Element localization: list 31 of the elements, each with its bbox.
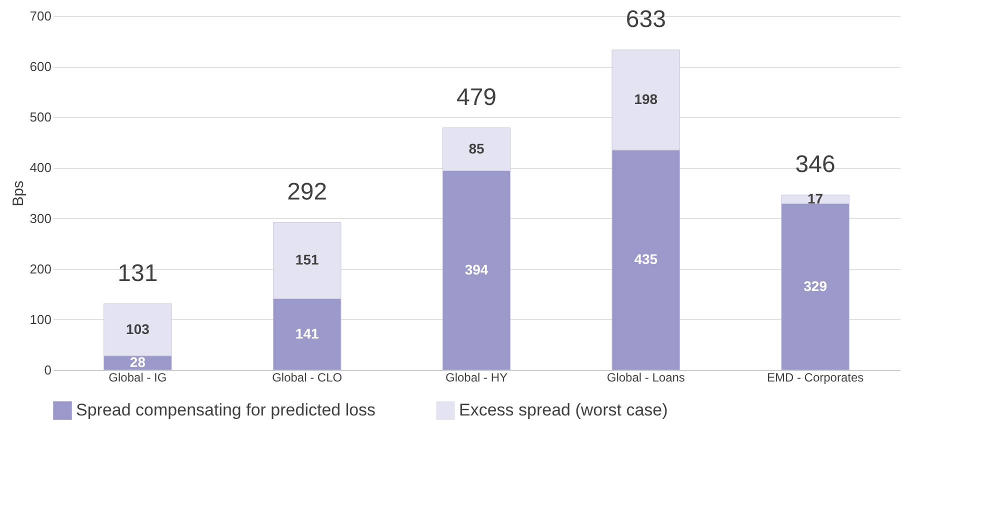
data-label: 141 xyxy=(295,325,319,342)
data-label: 103 xyxy=(126,320,150,337)
data-label: 198 xyxy=(634,90,658,107)
y-tick-label: 100 xyxy=(30,312,52,327)
y-tick-label: 700 xyxy=(30,8,52,24)
total-label: 346 xyxy=(795,151,836,178)
data-label: 435 xyxy=(634,251,658,268)
data-label: 329 xyxy=(804,278,828,294)
total-label: 633 xyxy=(626,6,666,33)
total-label: 292 xyxy=(287,178,328,206)
legend-label: Excess spread (worst case) xyxy=(459,400,668,420)
y-axis-title: Bps xyxy=(10,180,27,206)
y-tick-label: 0 xyxy=(44,362,52,378)
data-label: 151 xyxy=(295,252,319,268)
x-tick-label: Global - HY xyxy=(445,370,508,384)
data-label: 394 xyxy=(464,261,488,278)
data-label: 85 xyxy=(468,140,484,156)
y-tick-label: 600 xyxy=(30,59,52,74)
legend-label: Spread compensating for predicted loss xyxy=(76,400,376,420)
x-tick-label: Global - Loans xyxy=(606,370,685,384)
total-label: 479 xyxy=(456,84,497,111)
x-tick-label: Global - CLO xyxy=(272,370,342,384)
x-tick-label: EMD - Corporates xyxy=(766,370,864,384)
y-tick-label: 500 xyxy=(30,110,52,125)
total-label: 131 xyxy=(118,260,158,287)
data-label: 28 xyxy=(130,354,146,370)
y-tick-label: 300 xyxy=(30,210,52,226)
data-label: 17 xyxy=(808,190,824,206)
x-tick-label: Global - IG xyxy=(108,370,167,384)
y-tick-label: 200 xyxy=(30,261,52,276)
y-tick-label: 400 xyxy=(30,160,52,176)
